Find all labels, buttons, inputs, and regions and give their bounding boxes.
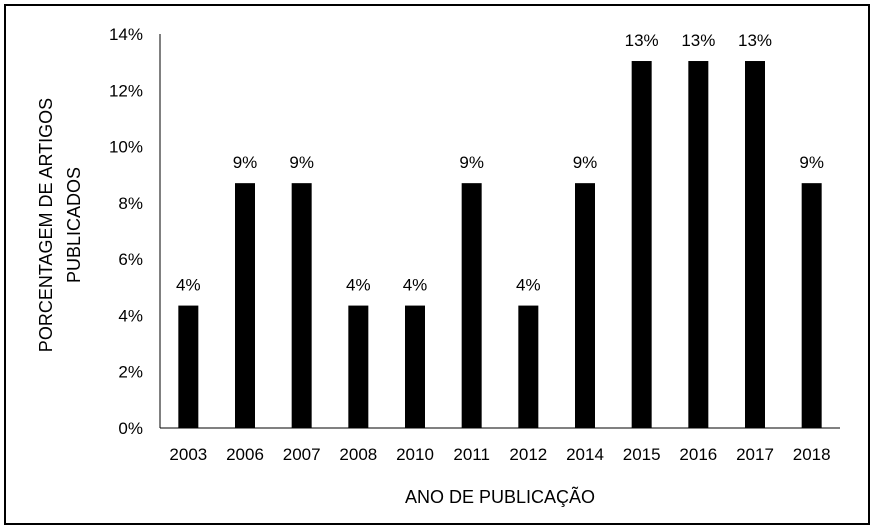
- bar: [235, 183, 255, 428]
- data-label: 13%: [738, 31, 772, 50]
- y-tick-labels: 0% 2% 4% 6% 8% 10% 12% 14%: [109, 25, 143, 438]
- bar: [348, 305, 369, 428]
- bar: [461, 183, 482, 428]
- y-axis-title-line-2: PUBLICADOS: [64, 167, 84, 283]
- x-tick-labels: 2003 2006 2007 2008 2010 2011 2012 2014 2015 2016…: [169, 445, 830, 464]
- x-tick-label: 2010: [396, 445, 434, 464]
- bar: [575, 183, 595, 428]
- y-tick-label: 6%: [118, 250, 143, 269]
- y-tick-label: 2%: [118, 363, 143, 382]
- data-label: 9%: [799, 153, 824, 172]
- x-tick-label: 2015: [623, 445, 661, 464]
- x-tick-label: 2012: [509, 445, 547, 464]
- x-tick-label: 2011: [453, 445, 490, 464]
- data-label: 9%: [459, 153, 484, 172]
- bar: [801, 183, 822, 428]
- chart-frame: [4, 4, 870, 525]
- x-tick-label: 2008: [339, 445, 377, 464]
- data-label: 13%: [625, 31, 659, 50]
- bar: [178, 305, 199, 428]
- y-tick-label: 14%: [109, 25, 143, 44]
- x-tick-label: 2014: [566, 445, 604, 464]
- y-axis-title-line-1: PORCENTAGEM DE ARTIGOS: [36, 98, 56, 352]
- y-tick-label: 10%: [109, 138, 143, 157]
- x-tick-label: 2007: [283, 445, 321, 464]
- bars: [178, 61, 822, 428]
- x-axis-title: ANO DE PUBLICAÇÃO: [405, 486, 595, 507]
- y-tick-label: 4%: [118, 306, 143, 325]
- y-axis-title: PORCENTAGEM DE ARTIGOS PUBLICADOS: [36, 98, 84, 352]
- y-tick-label: 0%: [118, 419, 143, 438]
- x-tick-label: 2006: [226, 445, 264, 464]
- data-labels: 4% 9% 9% 4% 4% 9% 4% 9% 13% 13% 13% 9%: [176, 31, 824, 295]
- data-label: 13%: [681, 31, 715, 50]
- data-label: 4%: [346, 276, 371, 295]
- bar: [688, 61, 709, 428]
- y-tick-label: 8%: [118, 194, 143, 213]
- x-tick-label: 2018: [793, 445, 831, 464]
- bar: [405, 305, 425, 428]
- bar: [631, 61, 652, 428]
- y-tick-label: 12%: [109, 81, 143, 100]
- x-tick-label: 2017: [736, 445, 774, 464]
- data-label: 4%: [176, 276, 201, 295]
- bar: [518, 305, 539, 428]
- x-tick-label: 2003: [169, 445, 207, 464]
- bar: [291, 183, 312, 428]
- x-tick-label: 2016: [679, 445, 717, 464]
- data-label: 9%: [573, 153, 598, 172]
- data-label: 4%: [516, 276, 541, 295]
- data-label: 9%: [233, 153, 258, 172]
- data-label: 9%: [289, 153, 314, 172]
- data-label: 4%: [403, 276, 428, 295]
- bar: [745, 61, 765, 428]
- axes: [159, 34, 840, 429]
